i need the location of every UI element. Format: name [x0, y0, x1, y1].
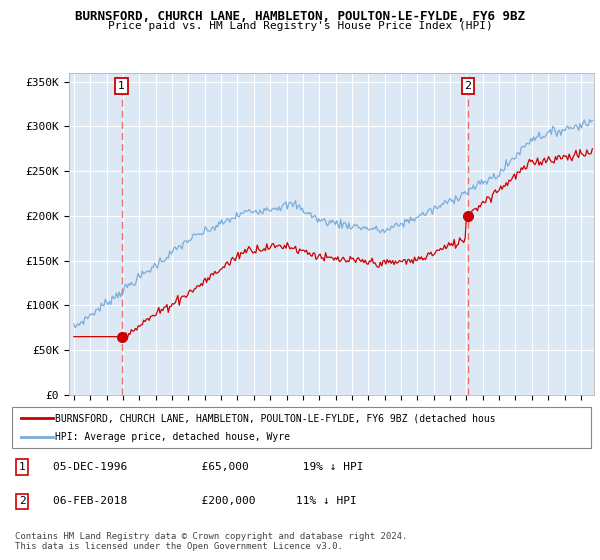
Text: Contains HM Land Registry data © Crown copyright and database right 2024.
This d: Contains HM Land Registry data © Crown c…: [15, 532, 407, 552]
Text: Price paid vs. HM Land Registry's House Price Index (HPI): Price paid vs. HM Land Registry's House …: [107, 21, 493, 31]
Text: 06-FEB-2018           £200,000      11% ↓ HPI: 06-FEB-2018 £200,000 11% ↓ HPI: [53, 496, 356, 506]
Text: BURNSFORD, CHURCH LANE, HAMBLETON, POULTON-LE-FYLDE, FY6 9BZ (detached hous: BURNSFORD, CHURCH LANE, HAMBLETON, POULT…: [55, 413, 496, 423]
Text: 05-DEC-1996           £65,000        19% ↓ HPI: 05-DEC-1996 £65,000 19% ↓ HPI: [53, 462, 363, 472]
Text: 1: 1: [118, 81, 125, 91]
Text: 2: 2: [19, 496, 26, 506]
Text: 1: 1: [19, 462, 26, 472]
Text: BURNSFORD, CHURCH LANE, HAMBLETON, POULTON-LE-FYLDE, FY6 9BZ: BURNSFORD, CHURCH LANE, HAMBLETON, POULT…: [75, 10, 525, 23]
FancyBboxPatch shape: [12, 407, 591, 448]
Text: 2: 2: [464, 81, 472, 91]
Text: HPI: Average price, detached house, Wyre: HPI: Average price, detached house, Wyre: [55, 432, 290, 442]
